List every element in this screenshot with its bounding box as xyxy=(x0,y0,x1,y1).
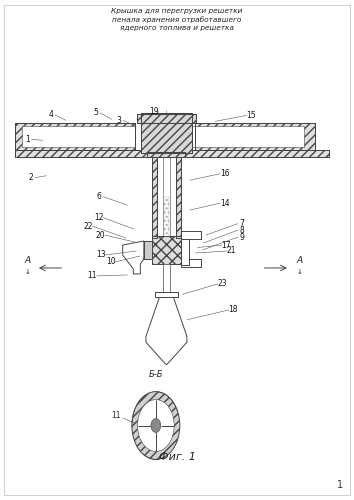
Bar xyxy=(163,264,170,292)
Text: А: А xyxy=(24,256,31,266)
Bar xyxy=(15,123,135,150)
Bar xyxy=(15,123,135,150)
Bar xyxy=(181,231,201,239)
Text: 16: 16 xyxy=(220,169,229,178)
Text: 19: 19 xyxy=(149,107,159,116)
Bar xyxy=(155,292,178,298)
Polygon shape xyxy=(123,241,147,274)
Text: 5: 5 xyxy=(93,108,98,118)
Text: 7: 7 xyxy=(240,219,245,228)
Bar xyxy=(152,157,156,238)
Bar xyxy=(147,152,185,157)
Bar xyxy=(15,150,329,157)
Text: 10: 10 xyxy=(106,258,115,266)
Bar xyxy=(144,241,152,259)
Bar xyxy=(195,123,314,150)
Text: 18: 18 xyxy=(229,306,238,314)
Bar xyxy=(181,259,201,267)
Bar xyxy=(176,157,181,238)
Text: ↓: ↓ xyxy=(25,269,31,275)
Text: 9: 9 xyxy=(240,232,245,241)
Text: 22: 22 xyxy=(84,222,93,230)
Text: Крышка для перегрузки решетки
пенала хранения отработавшего
ядерного топлива и р: Крышка для перегрузки решетки пенала хра… xyxy=(111,8,243,32)
Text: 4: 4 xyxy=(48,110,53,120)
Bar xyxy=(176,157,181,238)
Bar xyxy=(141,113,192,153)
Text: 1: 1 xyxy=(25,135,29,144)
Bar xyxy=(164,196,169,282)
Bar xyxy=(195,123,314,150)
Text: 8: 8 xyxy=(240,226,245,234)
Text: 14: 14 xyxy=(220,198,229,207)
Bar xyxy=(15,150,329,157)
Text: 23: 23 xyxy=(217,280,227,288)
Text: А: А xyxy=(296,256,302,266)
Text: 21: 21 xyxy=(227,246,236,256)
Text: 1: 1 xyxy=(337,480,343,490)
Bar xyxy=(22,126,135,147)
Bar xyxy=(152,157,156,238)
Text: 17: 17 xyxy=(222,240,231,250)
Text: 3: 3 xyxy=(116,116,121,125)
Bar xyxy=(181,239,189,265)
Text: 11: 11 xyxy=(88,272,97,280)
Bar xyxy=(162,157,170,302)
Text: 6: 6 xyxy=(96,192,101,201)
Bar xyxy=(137,114,196,123)
Text: ↓: ↓ xyxy=(296,269,302,275)
Circle shape xyxy=(132,392,180,460)
Text: 12: 12 xyxy=(94,213,103,222)
Bar xyxy=(191,126,304,147)
Polygon shape xyxy=(146,298,187,364)
Text: 15: 15 xyxy=(246,111,256,120)
Bar xyxy=(147,152,185,157)
Text: 11: 11 xyxy=(111,411,121,420)
Text: Б-Б: Б-Б xyxy=(149,370,163,379)
Circle shape xyxy=(137,400,174,452)
Circle shape xyxy=(151,418,161,432)
Bar xyxy=(141,113,192,153)
Text: 13: 13 xyxy=(96,250,106,260)
Bar xyxy=(152,236,181,264)
Bar xyxy=(137,114,196,123)
Text: 20: 20 xyxy=(96,230,105,239)
Text: Фиг. 1: Фиг. 1 xyxy=(159,452,195,462)
Text: 2: 2 xyxy=(28,173,33,182)
